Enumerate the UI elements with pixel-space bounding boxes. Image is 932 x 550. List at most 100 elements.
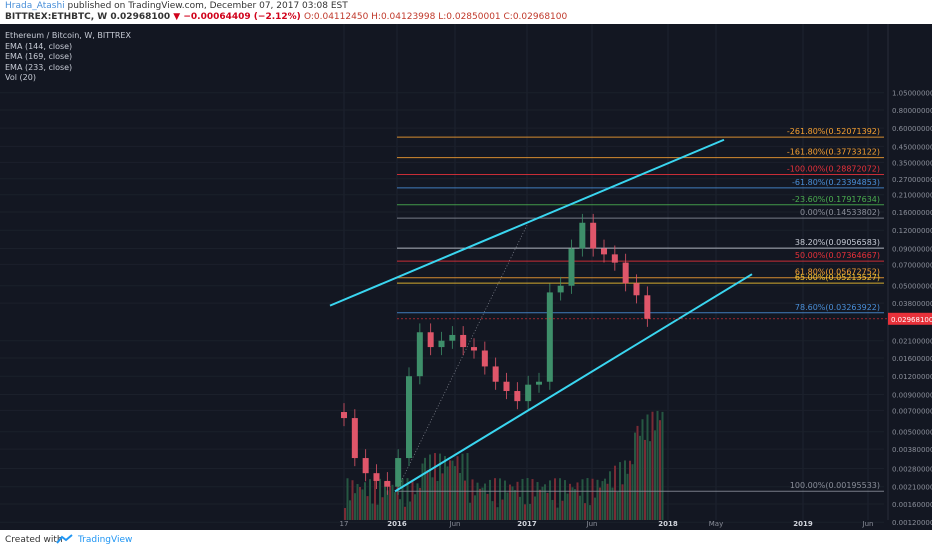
volume-bar	[441, 473, 444, 520]
volume-bar	[434, 453, 436, 520]
volume-bar	[374, 478, 376, 520]
y-tick-label: 0.00700000	[892, 407, 932, 415]
candle-body	[341, 412, 347, 419]
current-price: 0.02968100	[110, 12, 171, 22]
fib-label-1: -161.80%(0.37733122)	[787, 148, 880, 157]
volume-bar	[364, 482, 366, 520]
volume-bar	[394, 492, 396, 520]
chart-area[interactable]: 1.05000000 0.80000000 0.60000000 0.45000000…	[0, 24, 932, 530]
volume-bar	[379, 478, 381, 520]
candle-body	[362, 458, 369, 474]
y-tick-label: 0.60000000	[892, 125, 932, 133]
volume-bar	[611, 487, 614, 520]
y-tick-label: 0.00500000	[892, 429, 932, 437]
volume-bar	[354, 493, 356, 520]
candle-body	[601, 248, 607, 255]
candle-body	[449, 334, 456, 341]
candle-body	[481, 350, 488, 367]
author-link[interactable]: Hrada_Atashi	[5, 1, 65, 11]
volume-bar	[501, 499, 504, 520]
volume-bar	[656, 410, 659, 520]
volume-bar	[609, 471, 611, 520]
volume-bar	[546, 492, 549, 520]
tradingview-brand[interactable]: TradingView	[78, 535, 133, 545]
volume-bar	[419, 487, 421, 520]
fib-label-6: 38.20%(0.09056583)	[795, 238, 880, 247]
volume-bar	[596, 479, 599, 520]
volume-bar	[444, 456, 446, 520]
volume-bar	[449, 460, 451, 520]
y-tick-label: 0.45000000	[892, 143, 932, 151]
y-tick-label: 0.00160000	[892, 501, 932, 509]
candle-body	[460, 334, 467, 348]
candle-body	[514, 391, 521, 402]
fib-label-0: -261.80%(0.52071392)	[787, 127, 880, 136]
chart-svg[interactable]: 1.05000000 0.80000000 0.60000000 0.45000000…	[0, 24, 932, 530]
volume-bar	[636, 425, 639, 520]
price-change: −0.00064409 (−2.12%)	[183, 12, 301, 22]
volume-bar	[346, 478, 349, 520]
volume-bar	[641, 419, 644, 520]
volume-bar	[604, 478, 606, 520]
x-tick-label: May	[709, 520, 723, 528]
volume-bar	[564, 480, 566, 520]
volume-bar	[516, 481, 519, 520]
volume-bar	[466, 453, 469, 520]
candle-body	[395, 458, 402, 487]
volume-bar	[424, 457, 426, 520]
volume-bar	[474, 495, 476, 520]
volume-bar	[541, 486, 544, 520]
volume-bar	[526, 478, 529, 520]
volume-bar	[551, 499, 554, 520]
volume-bar	[391, 484, 394, 520]
candle-body	[471, 347, 477, 351]
volume-bar	[399, 499, 401, 520]
volume-bar	[486, 493, 489, 520]
volume-bar	[514, 490, 516, 520]
legend-ema233[interactable]: EMA (233, close)	[5, 62, 73, 72]
y-tick-label: 0.80000000	[892, 107, 932, 115]
volume-bar	[649, 441, 651, 520]
legend-ema169[interactable]: EMA (169, close)	[5, 52, 73, 61]
legend-volume[interactable]: Vol (20)	[5, 73, 36, 82]
volume-bar	[431, 477, 434, 520]
volume-bar	[349, 500, 351, 520]
volume-bar	[389, 486, 391, 520]
y-tick-label: 0.09000000	[892, 245, 932, 253]
candle-body	[579, 222, 586, 249]
volume-bar	[494, 478, 496, 520]
x-tick-label: Jun	[449, 520, 461, 528]
volume-bar	[506, 492, 509, 520]
candle-body	[416, 332, 423, 377]
volume-bar	[484, 483, 486, 520]
volume-bar	[594, 497, 596, 520]
legend-ema144[interactable]: EMA (144, close)	[5, 41, 73, 51]
volume-bar	[651, 411, 654, 520]
y-tick-label: 0.00280000	[892, 465, 932, 473]
volume-bar	[599, 487, 601, 520]
volume-bar	[384, 481, 386, 520]
volume-bar	[476, 482, 479, 520]
volume-bar	[451, 460, 454, 520]
volume-bar	[404, 506, 406, 520]
volume-bar	[586, 478, 589, 520]
volume-bar	[536, 482, 539, 520]
channel-lower-line	[394, 273, 753, 493]
volume-bar	[464, 480, 466, 520]
fib-label-5: 0.00%(0.14533802)	[800, 208, 880, 217]
created-with-label: Created with	[5, 535, 63, 545]
volume-bar	[454, 466, 456, 520]
volume-bar	[561, 500, 564, 520]
symbol-label: BITTREX:ETHBTC, W	[5, 12, 108, 22]
candle-body	[557, 285, 564, 293]
indicator-legend: Ethereum / Bitcoin, W, BITTREX EMA (144,…	[5, 31, 131, 84]
y-tick-label: 0.00900000	[892, 391, 932, 399]
volume-bar	[639, 435, 641, 520]
volume-bar	[406, 478, 409, 520]
volume-bar	[386, 490, 389, 520]
channel-upper-line	[329, 138, 725, 307]
candle-body	[438, 340, 445, 348]
x-tick-label: Jun	[862, 520, 874, 528]
legend-title[interactable]: Ethereum / Bitcoin, W, BITTREX	[5, 31, 131, 40]
volume-bar	[621, 484, 624, 520]
